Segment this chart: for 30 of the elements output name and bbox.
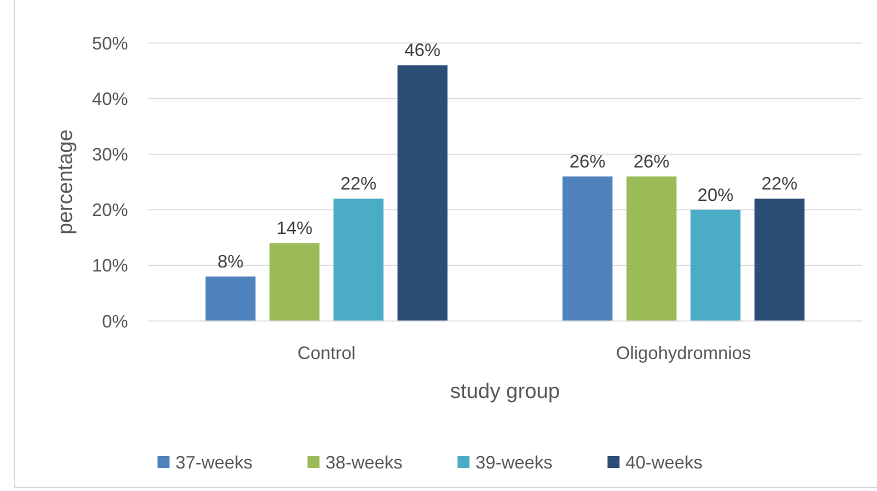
data-label: 14% — [276, 218, 313, 238]
x-tick-label: Control — [297, 343, 356, 363]
bar — [334, 198, 384, 321]
data-label: 26% — [633, 151, 670, 172]
bar — [270, 243, 320, 321]
legend-label: 40-weeks — [626, 452, 703, 472]
data-label: 8% — [217, 252, 244, 272]
bar — [398, 65, 448, 321]
bar — [754, 198, 804, 321]
legend-label: 39-weeks — [476, 452, 553, 472]
legend-label: 38-weeks — [326, 452, 403, 472]
y-tick-label: 50% — [92, 33, 128, 54]
y-tick-label: 0% — [102, 311, 128, 332]
bar — [626, 176, 676, 321]
bar — [690, 210, 740, 321]
data-label: 22% — [761, 174, 798, 194]
x-axis-title: study group — [450, 380, 560, 403]
data-label: 26% — [569, 151, 606, 172]
bar — [206, 276, 256, 321]
y-axis-title: percentage — [54, 129, 77, 235]
bar — [562, 176, 612, 321]
y-tick-label: 20% — [92, 200, 128, 220]
y-tick-label: 10% — [92, 256, 128, 276]
y-tick-label: 30% — [92, 144, 128, 164]
legend-label: 37-weeks — [176, 452, 253, 472]
data-label: 46% — [404, 40, 441, 60]
data-label: 20% — [697, 184, 734, 205]
data-label: 22% — [340, 174, 377, 194]
y-tick-label: 40% — [92, 88, 128, 109]
x-tick-label: Oligohydromnios — [616, 343, 752, 363]
